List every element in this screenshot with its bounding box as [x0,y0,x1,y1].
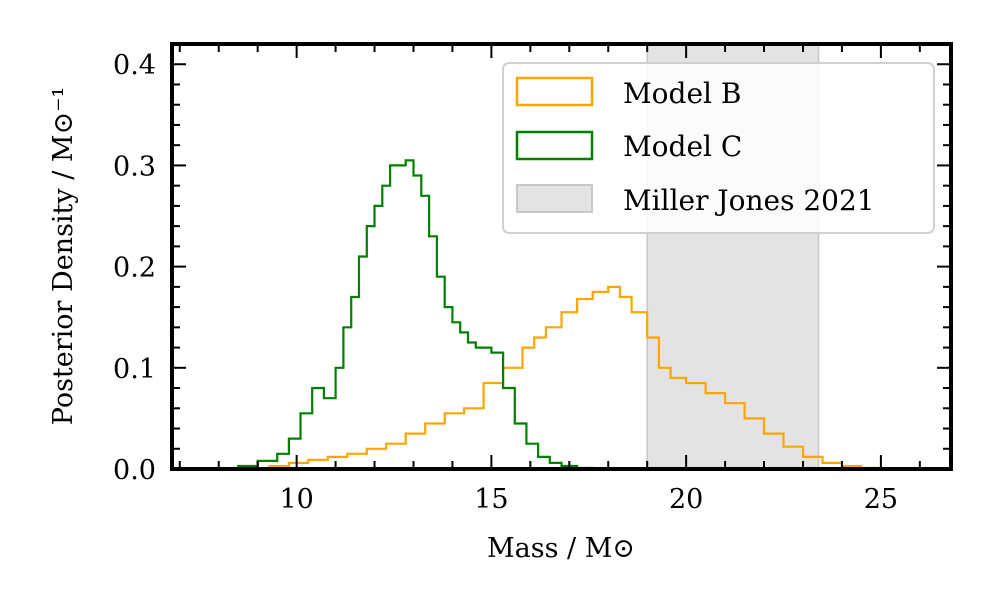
model-c-histogram [218,159,594,471]
legend-label-model-b: Model B [623,77,741,110]
y-tick-label: 0.2 [113,253,156,284]
y-axis-label: Posterior Density / M⊙⁻¹ [48,87,79,426]
legend-label-miller-jones: Miller Jones 2021 [623,184,875,217]
legend: Model B Model C Miller Jones 2021 [502,62,935,234]
model-b-histogram [249,285,882,471]
x-tick-label: 20 [669,484,703,515]
y-tick-label: 0.0 [113,455,156,486]
y-tick-labels: 0.0 0.1 0.2 0.3 0.4 [113,50,156,486]
x-tick-label: 25 [864,484,898,515]
legend-swatch-model-c [515,130,594,161]
x-tick-label: 15 [474,484,508,515]
legend-box [502,62,935,234]
legend-swatch-model-b [515,76,594,107]
legend-label-model-c: Model C [623,130,742,163]
x-tick-label: 10 [279,484,313,515]
axes-frame [170,42,953,471]
x-tick-labels: 10 15 20 25 [279,484,898,515]
y-tick-label: 0.1 [113,354,156,385]
x-axis-label: Mass / M⊙ [487,533,635,564]
y-tick-label: 0.3 [113,151,156,182]
legend-swatch-miller-jones [516,184,593,213]
y-tick-label: 0.4 [113,50,156,81]
